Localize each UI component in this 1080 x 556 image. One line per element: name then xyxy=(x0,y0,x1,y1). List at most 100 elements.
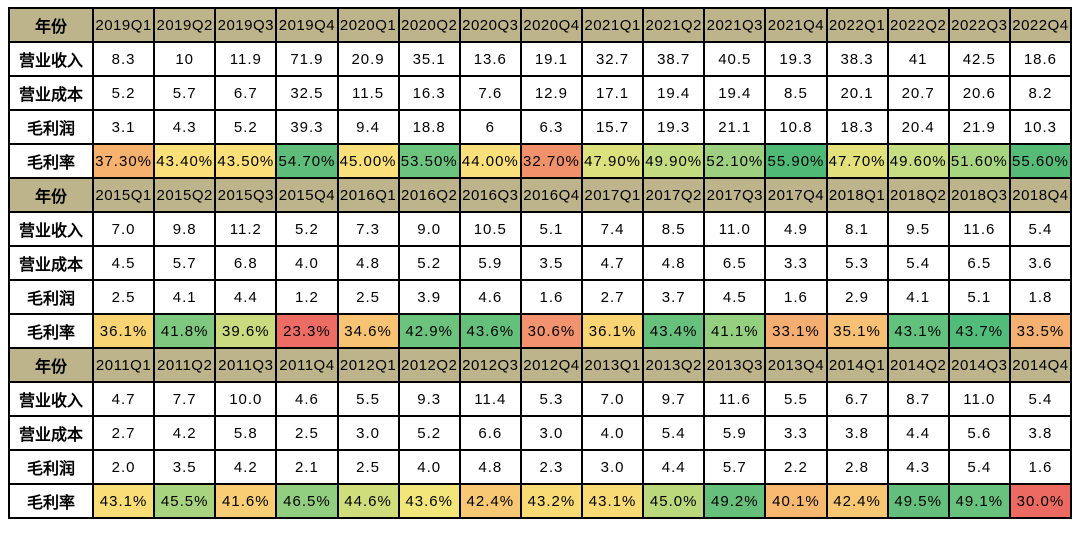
profit-cell: 2.8 xyxy=(825,449,889,485)
margin-cell: 34.6% xyxy=(336,313,400,349)
quarter-header-cell: 2014Q3 xyxy=(947,347,1011,383)
cost-cell: 4.0 xyxy=(275,245,339,281)
revenue-cell: 4.6 xyxy=(275,381,339,417)
revenue-cell: 10.5 xyxy=(458,211,522,247)
quarter-header-cell: 2012Q2 xyxy=(397,347,461,383)
margin-cell: 43.1% xyxy=(91,483,156,519)
margin-cell: 49.1% xyxy=(947,483,1011,519)
revenue-cell: 38.3 xyxy=(825,41,889,77)
revenue-cell: 11.6 xyxy=(947,211,1011,247)
margin-cell: 55.90% xyxy=(764,143,828,179)
profit-cell: 3.0 xyxy=(580,449,645,485)
revenue-cell: 19.1 xyxy=(519,41,584,77)
margin-cell: 42.4% xyxy=(825,483,889,519)
quarter-header-cell: 2021Q3 xyxy=(703,7,767,43)
quarter-header-cell: 2015Q4 xyxy=(275,177,339,213)
row-label-cost: 营业成本 xyxy=(8,75,94,111)
margin-cell: 32.70% xyxy=(519,143,584,179)
profit-cell: 2.0 xyxy=(91,449,156,485)
profit-cell: 2.1 xyxy=(275,449,339,485)
revenue-cell: 10.0 xyxy=(214,381,278,417)
quarter-header-cell: 2020Q4 xyxy=(519,7,584,43)
margin-cell: 40.1% xyxy=(764,483,828,519)
quarter-header-cell: 2014Q4 xyxy=(1008,347,1073,383)
row-label-cost: 营业成本 xyxy=(8,415,94,451)
profit-cell: 2.7 xyxy=(580,279,645,315)
revenue-cell: 35.1 xyxy=(397,41,461,77)
profit-cell: 4.1 xyxy=(886,279,950,315)
margin-cell: 51.60% xyxy=(947,143,1011,179)
margin-cell: 30.6% xyxy=(519,313,584,349)
margin-cell: 43.2% xyxy=(519,483,584,519)
profit-cell: 4.5 xyxy=(703,279,767,315)
profit-cell: 1.8 xyxy=(1008,279,1073,315)
revenue-cell: 6.7 xyxy=(825,381,889,417)
margin-cell: 43.4% xyxy=(642,313,706,349)
margin-cell: 43.1% xyxy=(886,313,950,349)
cost-row: 营业成本 2.7 4.2 5.8 2.5 3.0 5.2 6.6 3.0 4.0 5.4 5.9 3.3… xyxy=(8,415,1073,451)
margin-cell: 35.1% xyxy=(825,313,889,349)
revenue-cell: 11.6 xyxy=(703,381,767,417)
revenue-cell: 7.7 xyxy=(153,381,217,417)
profit-cell: 3.1 xyxy=(91,109,156,145)
margin-cell: 36.1% xyxy=(91,313,156,349)
quarter-header-cell: 2011Q1 xyxy=(91,347,156,383)
margin-cell: 49.5% xyxy=(886,483,950,519)
profit-cell: 21.1 xyxy=(703,109,767,145)
quarter-header-cell: 2020Q3 xyxy=(458,7,522,43)
cost-cell: 8.5 xyxy=(764,75,828,111)
revenue-cell: 5.3 xyxy=(519,381,584,417)
profit-cell: 5.7 xyxy=(703,449,767,485)
cost-cell: 3.8 xyxy=(825,415,889,451)
margin-cell: 49.90% xyxy=(642,143,706,179)
margin-cell: 33.5% xyxy=(1008,313,1073,349)
profit-cell: 10.3 xyxy=(1008,109,1073,145)
margin-cell: 42.4% xyxy=(458,483,522,519)
quarter-header-cell: 2013Q1 xyxy=(580,347,645,383)
margin-cell: 33.1% xyxy=(764,313,828,349)
quarter-header-cell: 2015Q1 xyxy=(91,177,156,213)
margin-cell: 41.8% xyxy=(153,313,217,349)
profit-cell: 4.4 xyxy=(214,279,278,315)
profit-cell: 4.6 xyxy=(458,279,522,315)
row-label-margin: 毛利率 xyxy=(8,483,94,519)
cost-cell: 17.1 xyxy=(580,75,645,111)
quarter-header-cell: 2012Q3 xyxy=(458,347,522,383)
cost-cell: 6.5 xyxy=(703,245,767,281)
cost-cell: 4.2 xyxy=(153,415,217,451)
profit-cell: 3.5 xyxy=(153,449,217,485)
profit-cell: 4.0 xyxy=(397,449,461,485)
profit-cell: 1.2 xyxy=(275,279,339,315)
profit-cell: 15.7 xyxy=(580,109,645,145)
cost-cell: 3.6 xyxy=(1008,245,1073,281)
margin-cell: 49.60% xyxy=(886,143,950,179)
margin-cell: 43.6% xyxy=(397,483,461,519)
profit-cell: 2.3 xyxy=(519,449,584,485)
margin-cell: 55.60% xyxy=(1008,143,1073,179)
revenue-cell: 11.2 xyxy=(214,211,278,247)
revenue-cell: 8.5 xyxy=(642,211,706,247)
profit-cell: 5.4 xyxy=(947,449,1011,485)
cost-cell: 20.1 xyxy=(825,75,889,111)
margin-cell: 53.50% xyxy=(397,143,461,179)
profit-cell: 4.8 xyxy=(458,449,522,485)
cost-cell: 5.4 xyxy=(886,245,950,281)
revenue-row: 营业收入 4.7 7.7 10.0 4.6 5.5 9.3 11.4 5.3 7.0 9.7 11.6… xyxy=(8,381,1073,417)
margin-cell: 23.3% xyxy=(275,313,339,349)
margin-row: 毛利率 36.1% 41.8% 39.6% 23.3% 34.6% 42.9% 43.6% 30… xyxy=(8,313,1073,349)
cost-cell: 6.8 xyxy=(214,245,278,281)
revenue-cell: 7.0 xyxy=(580,381,645,417)
revenue-cell: 41 xyxy=(886,41,950,77)
cost-cell: 2.7 xyxy=(91,415,156,451)
revenue-cell: 9.3 xyxy=(397,381,461,417)
margin-cell: 43.50% xyxy=(214,143,278,179)
cost-cell: 6.6 xyxy=(458,415,522,451)
cost-cell: 4.0 xyxy=(580,415,645,451)
cost-cell: 7.6 xyxy=(458,75,522,111)
quarter-header-cell: 2018Q3 xyxy=(947,177,1011,213)
revenue-cell: 13.6 xyxy=(458,41,522,77)
revenue-cell: 11.0 xyxy=(947,381,1011,417)
revenue-cell: 7.3 xyxy=(336,211,400,247)
row-label-revenue: 营业收入 xyxy=(8,211,94,247)
